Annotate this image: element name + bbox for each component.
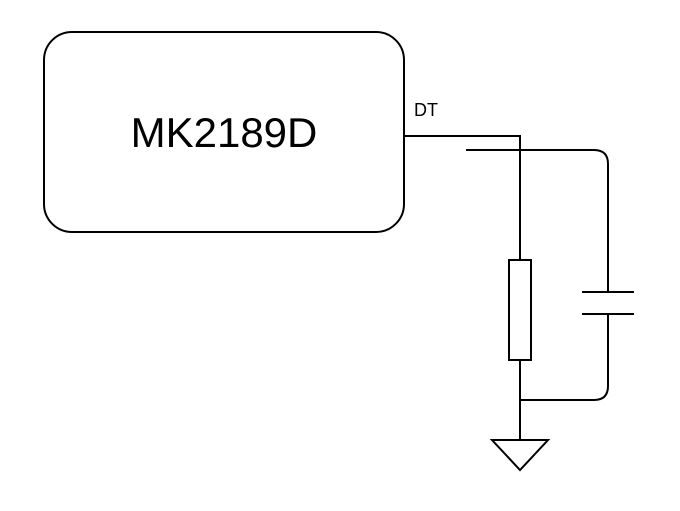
ground-symbol: [492, 440, 548, 470]
wire-branch-to-capacitor: [466, 150, 608, 292]
wire-bottom-join: [520, 386, 608, 400]
circuit-schematic: MK2189D DT: [0, 0, 680, 511]
pin-label-dt: DT: [414, 100, 438, 120]
wire-dt-to-resistor: [404, 136, 520, 260]
chip-label: MK2189D: [131, 109, 318, 156]
resistor: [509, 260, 531, 360]
